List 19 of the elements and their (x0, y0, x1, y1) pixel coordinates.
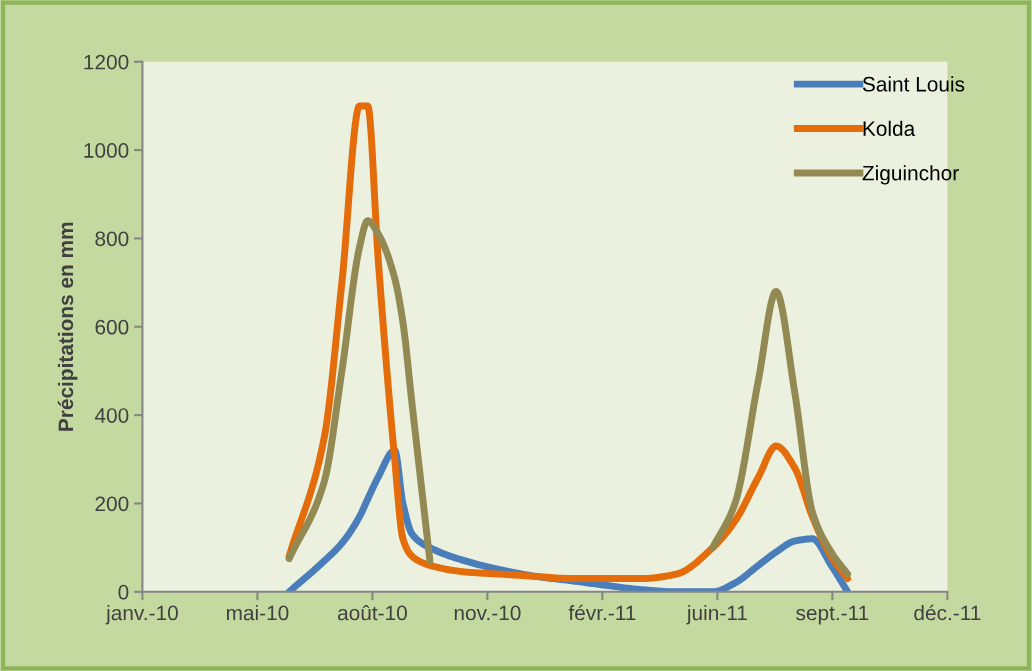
x-tick-label: juin-11 (686, 605, 747, 625)
y-axis-title: Précipitations en mm (57, 222, 78, 431)
y-tick-label: 800 (95, 231, 129, 247)
x-tick-label: mai-10 (226, 605, 289, 621)
legend-label: Kolda (863, 120, 916, 137)
x-tick-label: janv.-10 (105, 605, 178, 625)
y-tick-label: 600 (95, 319, 129, 335)
y-tick-label: 1000 (84, 143, 129, 158)
x-tick-label: nov.-10 (454, 605, 521, 621)
legend-label: Saint Louis (862, 76, 965, 92)
x-tick-label: déc.-11 (914, 604, 981, 621)
y-tick-label: 0 (118, 584, 129, 600)
x-tick-label: févr.-11 (568, 604, 636, 621)
y-tick-label: 400 (94, 408, 129, 423)
legend-label: Ziguinchor (862, 165, 959, 185)
x-tick-label: août-10 (337, 604, 407, 621)
y-tick-label: 1200 (84, 54, 129, 70)
x-tick-label: sept.-11 (796, 605, 869, 625)
y-tick-label: 200 (95, 496, 129, 512)
